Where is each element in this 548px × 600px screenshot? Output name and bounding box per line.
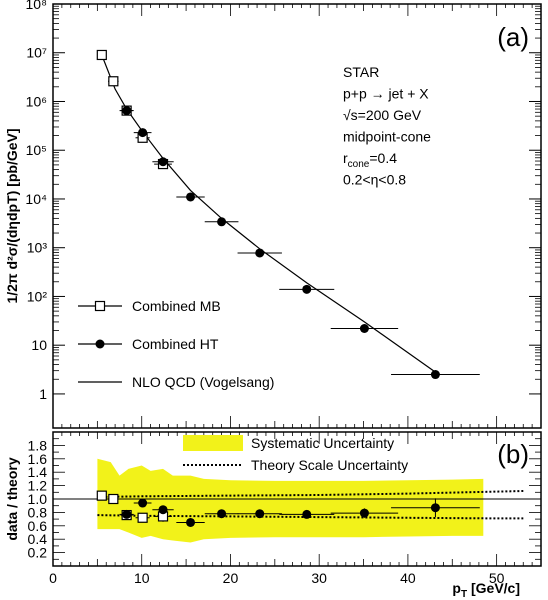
legend-entry-label: Systematic Uncertainty bbox=[251, 435, 394, 451]
y-tick-label: 10³ bbox=[27, 240, 48, 256]
mb-data-point bbox=[96, 490, 107, 501]
y-tick-label: 10⁷ bbox=[26, 45, 47, 61]
y-tick-label: 10 bbox=[31, 337, 47, 353]
ht-data-point bbox=[359, 508, 369, 518]
x-tick-label: 40 bbox=[400, 570, 416, 586]
mb-data-point bbox=[96, 49, 107, 61]
annotation-line: STAR bbox=[343, 64, 379, 80]
ht-data-point bbox=[138, 498, 148, 508]
panel-a-frame bbox=[52, 3, 542, 429]
y-tick-label: 10⁶ bbox=[26, 93, 47, 109]
y-tick-label: 0.8 bbox=[28, 504, 48, 520]
panel-a-y-axis-label: 1/2π d²σ/(dηdpT) [pb/GeV] bbox=[4, 128, 20, 303]
panel-b: 0.20.40.60.81.01.21.41.61.8 0 10 20 30 40 50 (… bbox=[4, 431, 542, 600]
annotation-line: 0.2<η<0.8 bbox=[343, 172, 406, 188]
y-tick-label: 10⁴ bbox=[25, 191, 47, 207]
x-tick-label: 50 bbox=[489, 570, 505, 586]
legend-mb-marker bbox=[94, 300, 106, 312]
y-tick-label: 10⁵ bbox=[26, 142, 47, 158]
ht-data-point bbox=[217, 509, 227, 519]
ht-data-point bbox=[122, 509, 132, 519]
legend-entry-label: NLO QCD (Vogelsang) bbox=[132, 374, 274, 390]
ht-data-point bbox=[255, 509, 265, 519]
y-tick-label: 0.2 bbox=[28, 545, 48, 561]
x-tick-label: 20 bbox=[223, 570, 239, 586]
annotation-line: √s=200 GeV bbox=[343, 107, 422, 123]
panel-b-y-axis-label: data / theory bbox=[4, 457, 20, 540]
panel-a: 1 10 10² 10³ 10⁴ 10⁵ 10⁶ 10⁷ 10⁸ (a) STAR p+p → j… bbox=[4, 0, 542, 429]
panel-a-annotation: STAR p+p → jet + X √s=200 GeV midpoint-cone… bbox=[343, 64, 431, 188]
legend-entry-label: Combined HT bbox=[132, 336, 219, 352]
legend-entry-label: Combined MB bbox=[132, 298, 221, 314]
y-tick-label: 1.0 bbox=[28, 491, 48, 507]
ht-data-point bbox=[302, 284, 312, 294]
y-tick-label: 0.6 bbox=[28, 518, 48, 534]
ht-data-point bbox=[217, 217, 227, 227]
ht-data-point bbox=[158, 157, 168, 167]
mb-data-point bbox=[137, 512, 148, 523]
ht-data-point bbox=[302, 509, 312, 519]
ht-data-point bbox=[359, 323, 369, 333]
panel-a-legend: Combined MB Combined HT NLO QCD (Vogelsang… bbox=[78, 298, 274, 390]
x-tick-label: 30 bbox=[311, 570, 327, 586]
annotation-line: p+p → jet + X bbox=[343, 86, 429, 102]
ht-data-point bbox=[138, 128, 148, 138]
y-tick-label: 1.6 bbox=[28, 451, 48, 467]
y-tick-label: 10² bbox=[27, 288, 48, 304]
ht-data-point bbox=[186, 517, 196, 527]
x-tick-label: 0 bbox=[49, 570, 57, 586]
ht-data-point bbox=[255, 248, 265, 258]
panel-b-ticks: 0.20.40.60.81.01.21.41.61.8 0 10 20 30 40 50 bbox=[28, 432, 542, 586]
ht-data-point bbox=[122, 106, 132, 116]
ht-data-point bbox=[158, 505, 168, 515]
y-tick-label: 1.4 bbox=[28, 464, 48, 480]
panel-b-legend: Systematic Uncertainty Theory Scale Uncer… bbox=[183, 435, 408, 473]
x-tick-label: 10 bbox=[134, 570, 150, 586]
legend-ht-marker bbox=[95, 339, 105, 349]
mb-data-point bbox=[108, 76, 119, 87]
y-tick-label: 1.2 bbox=[28, 478, 48, 494]
ht-data-point bbox=[186, 192, 196, 202]
legend-systematic-swatch bbox=[183, 435, 243, 451]
x-axis-label: pT [GeV/c] bbox=[452, 580, 520, 600]
panel-b-label: (b) bbox=[497, 439, 529, 469]
annotation-line: midpoint-cone bbox=[343, 129, 431, 145]
y-tick-label: 10⁸ bbox=[26, 0, 48, 12]
y-tick-label: 1 bbox=[39, 386, 47, 402]
panel-a-label: (a) bbox=[497, 22, 529, 52]
annotation-line: rcone=0.4 bbox=[343, 150, 397, 170]
ht-data-point bbox=[430, 370, 440, 380]
ht-data-point bbox=[430, 503, 440, 513]
y-tick-label: 0.4 bbox=[28, 531, 48, 547]
legend-entry-label: Theory Scale Uncertainty bbox=[251, 457, 408, 473]
panel-a-y-ticks: 1 10 10² 10³ 10⁴ 10⁵ 10⁶ 10⁷ 10⁸ bbox=[25, 0, 542, 428]
nlo-qcd-curve bbox=[101, 54, 436, 373]
mb-data-point bbox=[108, 493, 119, 505]
y-tick-label: 1.8 bbox=[28, 437, 48, 453]
theory-scale-upper bbox=[97, 490, 524, 498]
